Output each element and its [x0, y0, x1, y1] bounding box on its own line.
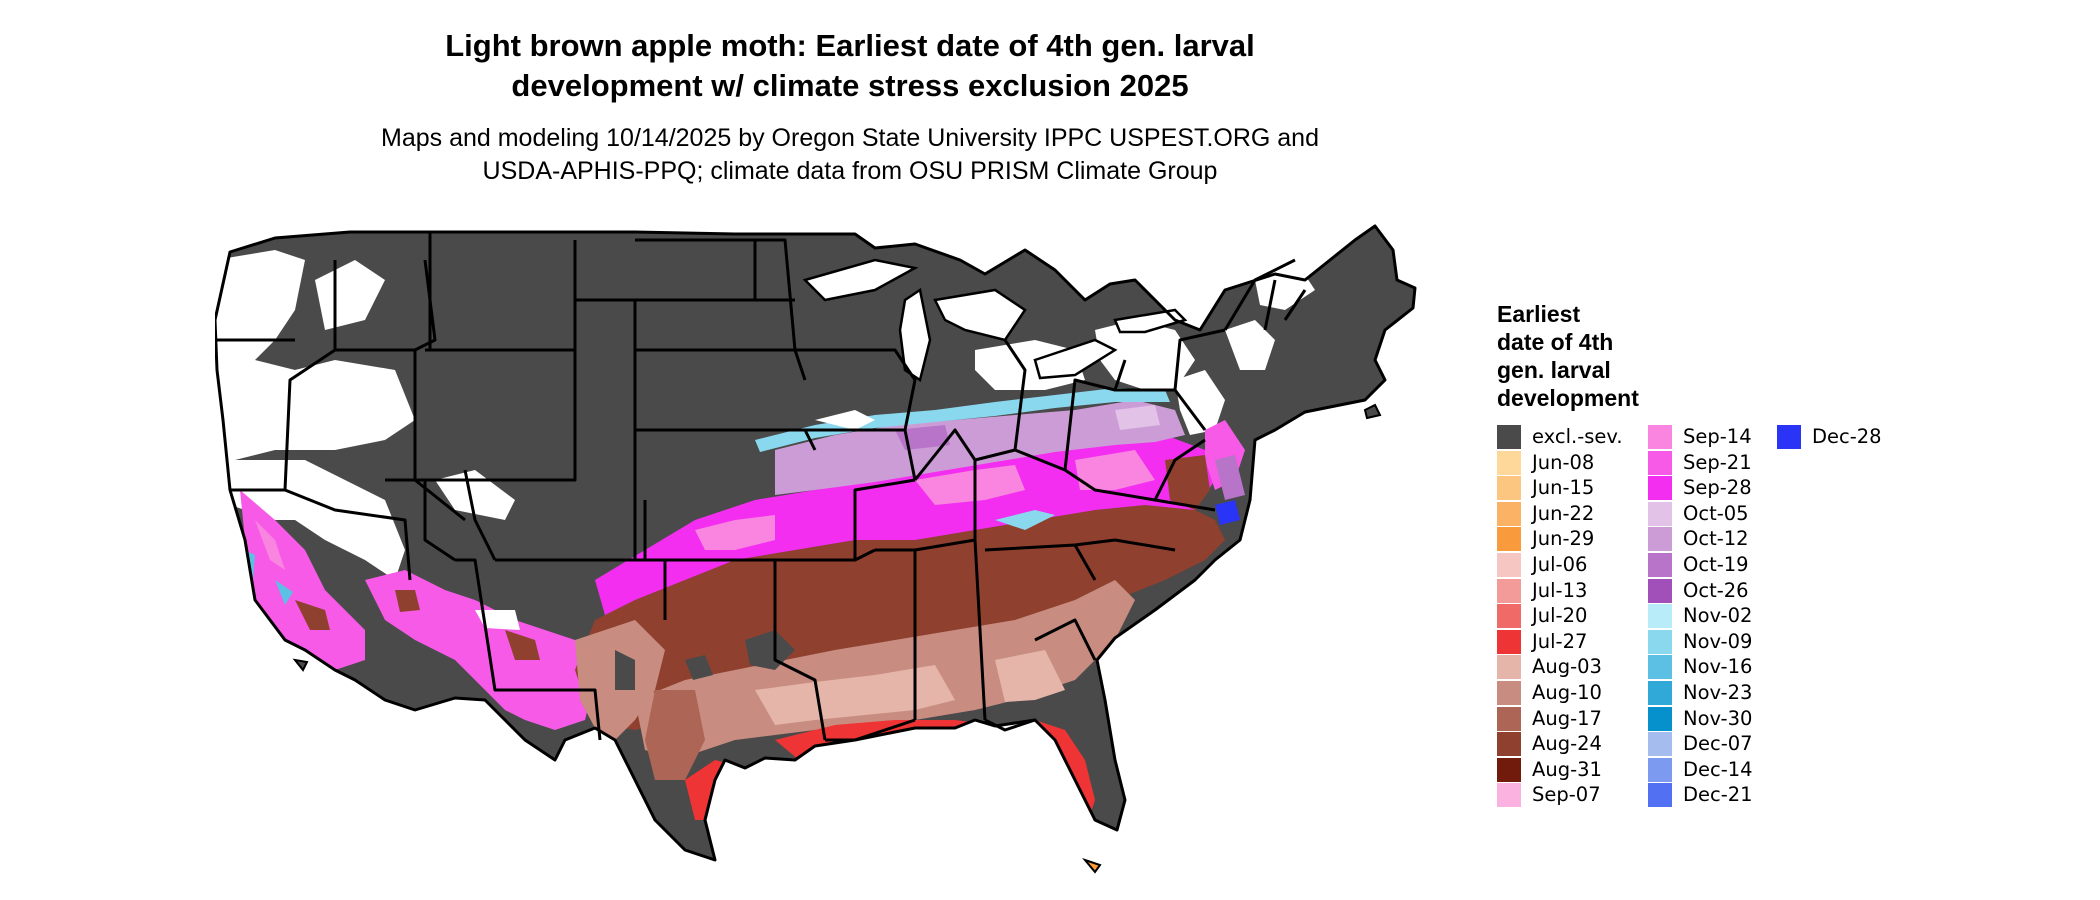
legend-label: Nov-02 [1683, 604, 1753, 628]
legend-swatch [1497, 732, 1521, 757]
legend-swatch [1497, 655, 1521, 680]
us-map [215, 224, 1417, 874]
legend-title-line-3: gen. larval [1497, 357, 1611, 383]
legend-label: Dec-28 [1812, 425, 1882, 448]
legend-title-line-1: Earliest [1497, 301, 1581, 327]
map-title-line-1: Light brown apple moth: Earliest date of… [445, 28, 1255, 63]
legend-swatch [1497, 757, 1521, 782]
legend-label: Aug-03 [1532, 655, 1602, 679]
legend-label: Oct-19 [1683, 552, 1749, 576]
map-subtitle-line-2: USDA-APHIS-PPQ; climate data from OSU PR… [482, 157, 1218, 185]
legend-swatch [1648, 450, 1672, 475]
legend-swatch [1648, 501, 1672, 526]
legend-label: Jun-15 [1532, 476, 1595, 500]
state-boundaries [215, 224, 1417, 862]
legend-swatch [1497, 425, 1521, 449]
legend-swatch [1648, 655, 1672, 680]
legend-label: Sep-21 [1683, 450, 1752, 474]
legend-label: Aug-31 [1532, 757, 1602, 781]
legend-title-line-2: date of 4th [1497, 329, 1614, 355]
legend-swatch [1497, 501, 1521, 526]
legend-label: Jul-06 [1532, 552, 1588, 576]
legend-label: Oct-12 [1683, 527, 1749, 551]
legend-swatch [1497, 783, 1521, 808]
legend-label: Sep-28 [1683, 476, 1752, 500]
legend-label: Jun-08 [1532, 450, 1595, 474]
map-title-line-2: development w/ climate stress exclusion … [511, 68, 1189, 103]
legend-title: Earliest date of 4th gen. larval develop… [1497, 300, 1639, 412]
legend-title-line-4: development [1497, 385, 1639, 411]
legend-swatch [1648, 476, 1672, 501]
legend-label: Dec-07 [1683, 732, 1753, 756]
legend-swatch [1497, 629, 1521, 654]
legend-swatch [1648, 578, 1672, 603]
legend-label: Sep-07 [1532, 783, 1601, 807]
legend-swatch [1497, 604, 1521, 629]
legend-label: excl.-sev. [1532, 425, 1623, 448]
legend-swatch [1777, 425, 1801, 449]
legend-swatch [1648, 425, 1672, 449]
legend-label: Nov-09 [1683, 629, 1753, 653]
legend-swatch [1648, 552, 1672, 577]
legend-swatch [1497, 527, 1521, 552]
legend-swatch [1648, 629, 1672, 654]
legend-label: Jul-20 [1532, 604, 1588, 628]
legend-label: Dec-21 [1683, 783, 1753, 807]
legend-label: Dec-14 [1683, 757, 1753, 781]
legend-swatch [1648, 706, 1672, 731]
legend-label: Jul-27 [1532, 629, 1588, 653]
map-subtitle-line-1: Maps and modeling 10/14/2025 by Oregon S… [381, 124, 1319, 152]
legend-swatch [1648, 757, 1672, 782]
legend-swatch [1497, 450, 1521, 475]
legend-swatch [1497, 578, 1521, 603]
legend-label: Aug-17 [1532, 706, 1602, 730]
map-subtitle: Maps and modeling 10/14/2025 by Oregon S… [250, 122, 1450, 188]
legend-swatch [1497, 680, 1521, 705]
legend-swatch [1648, 604, 1672, 629]
legend-label: Jul-13 [1532, 578, 1588, 602]
legend-label: Nov-23 [1683, 680, 1753, 704]
legend-swatch [1648, 680, 1672, 705]
legend-swatch [1497, 476, 1521, 501]
legend-label: Oct-05 [1683, 501, 1749, 525]
legend-swatch [1648, 732, 1672, 757]
legend-label: Sep-14 [1683, 425, 1752, 448]
legend-swatch [1648, 527, 1672, 552]
legend-label: Nov-30 [1683, 706, 1753, 730]
legend-swatch [1497, 552, 1521, 577]
legend-label: Aug-24 [1532, 732, 1602, 756]
legend-label: Nov-16 [1683, 655, 1753, 679]
map-title: Light brown apple moth: Earliest date of… [300, 26, 1400, 106]
legend-label: Jun-29 [1532, 527, 1595, 551]
legend-swatch [1648, 783, 1672, 808]
legend-label: Aug-10 [1532, 680, 1602, 704]
legend-label: Oct-26 [1683, 578, 1749, 602]
legend-swatch [1497, 706, 1521, 731]
legend-label: Jun-22 [1532, 501, 1595, 525]
